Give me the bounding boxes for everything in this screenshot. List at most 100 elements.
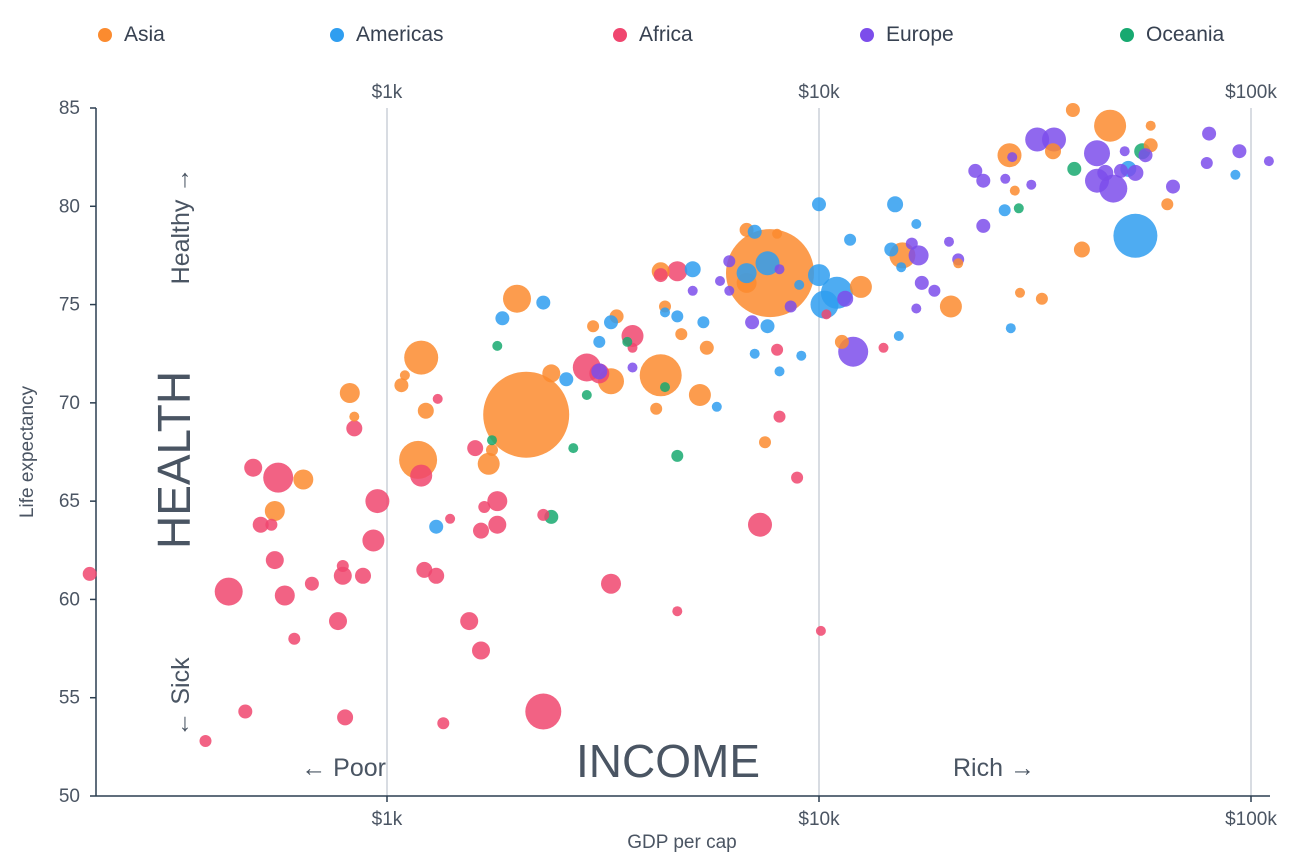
data-point-europe[interactable] xyxy=(976,173,991,188)
data-point-americas[interactable] xyxy=(794,279,805,290)
data-point-oceania[interactable] xyxy=(487,435,497,446)
data-point-africa[interactable] xyxy=(445,513,456,524)
data-point-oceania[interactable] xyxy=(622,336,633,347)
data-point-americas[interactable] xyxy=(495,311,510,326)
data-point-asia[interactable] xyxy=(1065,103,1080,117)
data-point-asia[interactable] xyxy=(1035,292,1048,305)
data-point-asia[interactable] xyxy=(650,402,663,415)
data-point-americas[interactable] xyxy=(887,196,904,213)
data-point-europe[interactable] xyxy=(1138,148,1153,163)
data-point-europe[interactable] xyxy=(976,218,991,233)
data-point-europe[interactable] xyxy=(1000,173,1011,184)
data-point-africa[interactable] xyxy=(487,491,508,512)
data-point-asia[interactable] xyxy=(675,328,688,341)
data-point-asia[interactable] xyxy=(953,258,964,269)
data-point-europe[interactable] xyxy=(944,236,954,247)
data-point-europe[interactable] xyxy=(1025,127,1050,152)
data-point-europe[interactable] xyxy=(1127,164,1144,181)
data-point-europe[interactable] xyxy=(1263,156,1274,167)
data-point-africa[interactable] xyxy=(82,566,97,581)
data-point-asia[interactable] xyxy=(264,501,285,521)
data-point-africa[interactable] xyxy=(672,606,683,617)
data-point-africa[interactable] xyxy=(488,515,507,534)
data-point-europe[interactable] xyxy=(1200,157,1213,169)
data-point-americas[interactable] xyxy=(559,372,574,387)
data-point-americas[interactable] xyxy=(896,262,907,273)
data-point-oceania[interactable] xyxy=(660,382,670,393)
data-point-americas[interactable] xyxy=(884,242,899,257)
data-point-africa[interactable] xyxy=(473,522,489,539)
data-point-europe[interactable] xyxy=(1202,126,1217,141)
data-point-asia[interactable] xyxy=(1045,143,1061,160)
data-point-asia[interactable] xyxy=(834,334,849,349)
data-point-asia[interactable] xyxy=(399,370,410,381)
data-point-americas[interactable] xyxy=(747,224,762,239)
data-point-asia[interactable] xyxy=(486,444,498,456)
data-point-europe[interactable] xyxy=(905,237,918,250)
data-point-africa[interactable] xyxy=(428,567,445,584)
data-point-americas[interactable] xyxy=(697,316,710,329)
data-point-africa[interactable] xyxy=(333,566,352,585)
data-point-europe[interactable] xyxy=(1084,140,1110,167)
data-point-africa[interactable] xyxy=(346,420,363,437)
data-point-africa[interactable] xyxy=(460,612,479,631)
data-point-africa[interactable] xyxy=(336,560,349,572)
data-point-americas[interactable] xyxy=(810,290,839,319)
data-point-americas[interactable] xyxy=(749,348,760,359)
legend-item-africa[interactable]: Africa xyxy=(613,20,693,50)
data-point-americas[interactable] xyxy=(998,204,1011,217)
data-point-africa[interactable] xyxy=(878,342,889,353)
data-point-africa[interactable] xyxy=(467,440,484,457)
data-point-africa[interactable] xyxy=(362,529,385,552)
data-point-africa[interactable] xyxy=(667,261,688,282)
data-point-africa[interactable] xyxy=(265,518,278,531)
data-point-europe[interactable] xyxy=(627,362,638,373)
data-point-asia[interactable] xyxy=(339,383,360,403)
data-point-americas[interactable] xyxy=(429,519,444,534)
data-point-europe[interactable] xyxy=(715,276,725,286)
data-point-africa[interactable] xyxy=(304,576,319,591)
data-point-americas[interactable] xyxy=(1005,323,1016,334)
data-point-asia[interactable] xyxy=(772,228,783,239)
data-point-africa[interactable] xyxy=(355,567,371,584)
legend-item-oceania[interactable]: Oceania xyxy=(1120,20,1224,50)
legend-item-asia[interactable]: Asia xyxy=(98,20,165,50)
data-point-asia[interactable] xyxy=(759,436,771,449)
data-point-africa[interactable] xyxy=(815,625,826,636)
data-point-americas[interactable] xyxy=(755,251,780,276)
data-point-americas[interactable] xyxy=(760,319,775,334)
data-point-africa[interactable] xyxy=(478,501,491,513)
data-point-americas[interactable] xyxy=(736,263,757,284)
data-point-asia[interactable] xyxy=(477,452,500,475)
data-point-americas[interactable] xyxy=(911,219,922,229)
data-point-europe[interactable] xyxy=(591,363,608,380)
data-point-africa[interactable] xyxy=(288,632,301,645)
data-point-europe[interactable] xyxy=(1114,163,1128,178)
data-point-europe[interactable] xyxy=(1119,146,1130,157)
data-point-asia[interactable] xyxy=(1073,241,1090,258)
data-point-asia[interactable] xyxy=(417,402,434,419)
data-point-europe[interactable] xyxy=(1026,179,1037,190)
data-point-americas[interactable] xyxy=(812,197,826,212)
data-point-africa[interactable] xyxy=(199,735,212,747)
data-point-americas[interactable] xyxy=(536,295,551,310)
data-point-americas[interactable] xyxy=(660,307,670,318)
data-point-europe[interactable] xyxy=(928,284,941,297)
data-point-africa[interactable] xyxy=(214,577,243,606)
data-point-africa[interactable] xyxy=(337,709,354,726)
data-point-europe[interactable] xyxy=(784,300,797,313)
data-point-europe[interactable] xyxy=(1097,164,1114,181)
data-point-asia[interactable] xyxy=(349,411,360,422)
data-point-africa[interactable] xyxy=(432,393,443,404)
data-point-asia[interactable] xyxy=(1161,198,1174,211)
legend-item-americas[interactable]: Americas xyxy=(330,20,444,50)
data-point-asia[interactable] xyxy=(1145,120,1156,131)
data-point-africa[interactable] xyxy=(748,512,772,537)
data-point-africa[interactable] xyxy=(274,585,295,606)
data-point-africa[interactable] xyxy=(410,464,433,487)
data-point-americas[interactable] xyxy=(1113,213,1158,258)
data-point-europe[interactable] xyxy=(914,275,929,290)
data-point-africa[interactable] xyxy=(771,343,784,356)
data-point-europe[interactable] xyxy=(1007,152,1018,163)
data-point-asia[interactable] xyxy=(688,384,711,406)
